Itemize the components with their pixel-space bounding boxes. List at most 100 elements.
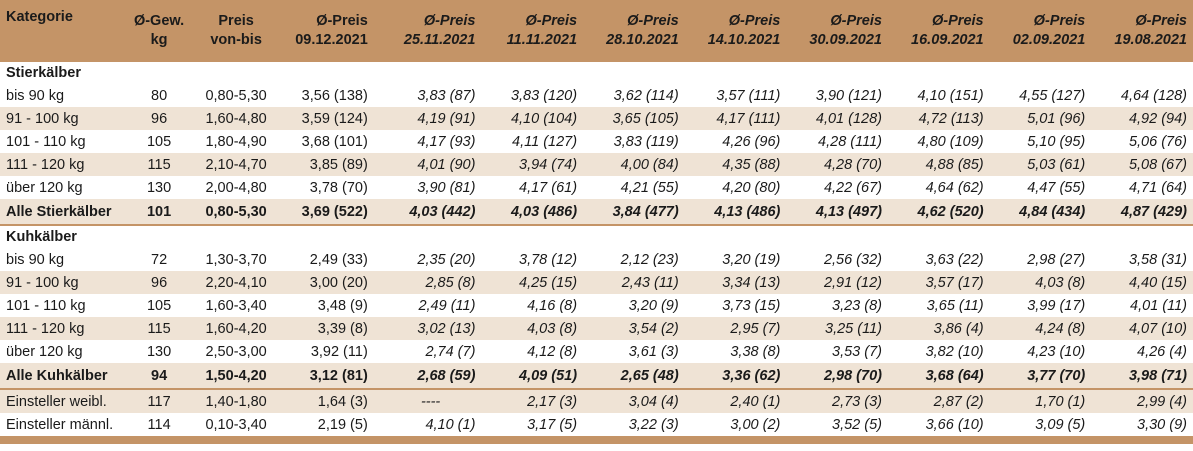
table-cell: 4,71 (64) — [1128, 179, 1187, 196]
header-date: Ø-Preis 09.12.2021 — [278, 0, 380, 62]
table-cell: 4,28 (111) — [818, 133, 882, 150]
header-date: Ø-Preis 02.09.2021 — [989, 0, 1092, 62]
table-cell: 3,83 (87) — [417, 87, 476, 104]
table-cell: 130 — [146, 343, 172, 360]
table-cell: 4,13 (486) — [684, 199, 787, 225]
table-cell: 3,17 (5) — [527, 416, 578, 433]
table-cell: 101 — [128, 199, 191, 225]
table-cell: 4,72 (113) — [887, 107, 990, 130]
header-date: Ø-Preis 28.10.2021 — [583, 0, 685, 62]
table-cell: 3,90 (81) — [417, 179, 476, 196]
table-cell: 4,03 (8) — [481, 317, 584, 340]
table-cell: 1,64 (3) — [278, 389, 380, 413]
table-cell: 3,39 (8) — [278, 317, 380, 340]
table-cell: 3,56 (138) — [301, 87, 368, 104]
table-cell: 4,40 (15) — [1091, 271, 1193, 294]
table-cell: 3,57 (17) — [887, 271, 990, 294]
table-cell: 4,19 (91) — [379, 107, 482, 130]
header-kategorie: Kategorie — [0, 0, 129, 62]
table-cell: 3,25 (11) — [786, 317, 888, 340]
table-cell: 4,07 (10) — [1091, 317, 1193, 340]
table-row: 91 - 100 kg 96 1,60-4,80 3,59 (124) 4,19 (91… — [0, 107, 1193, 130]
table-row: bis 90 kg 72 1,30-3,70 2,49 (33) 2,35 (20) 3,… — [0, 248, 1193, 271]
table-cell: 3,68 (64) — [887, 363, 990, 390]
table-cell: 115 — [128, 153, 191, 176]
table-cell: 3,53 (7) — [832, 343, 882, 360]
table-cell: 130 — [146, 179, 172, 196]
table-cell: 4,11 (127) — [512, 133, 578, 150]
table-cell: 115 — [128, 317, 191, 340]
table-cell: 4,84 (434) — [989, 199, 1092, 225]
table-cell: 2,12 (23) — [620, 251, 679, 268]
table-cell: 0,80-5,30 — [190, 199, 279, 225]
row-label: über 120 kg — [6, 179, 83, 196]
row-label: 91 - 100 kg — [0, 271, 129, 294]
table-cell: 2,00-4,80 — [205, 179, 267, 196]
table-cell: 3,98 (71) — [1091, 363, 1193, 390]
row-label: 101 - 110 kg — [6, 297, 86, 314]
table-cell: 4,10 (104) — [481, 107, 584, 130]
table-cell: 3,57 (111) — [716, 87, 781, 104]
table-cell: 4,01 (11) — [1130, 297, 1187, 314]
table-cell: 3,90 (121) — [815, 87, 882, 104]
table-cell: 3,58 (31) — [1128, 251, 1187, 268]
table-cell: 4,01 (90) — [379, 153, 482, 176]
row-label: über 120 kg — [6, 343, 83, 360]
header-date: Ø-Preis 14.10.2021 — [684, 0, 787, 62]
table-cell: 3,00 (2) — [730, 416, 781, 433]
row-label: Alle Stierkälber — [0, 199, 129, 225]
table-cell: 3,12 (81) — [278, 363, 380, 390]
table-cell: 3,83 (119) — [613, 133, 679, 150]
table-cell: 1,80-4,90 — [205, 133, 267, 150]
table-cell: 3,82 (10) — [925, 343, 984, 360]
section-header: Kuhkälber — [0, 224, 1193, 248]
table-cell: 105 — [146, 297, 172, 314]
table-cell: 4,24 (8) — [989, 317, 1092, 340]
table-cell: 5,01 (96) — [989, 107, 1092, 130]
table-cell: 3,59 (124) — [278, 107, 380, 130]
table-cell: 1,60-4,80 — [190, 107, 279, 130]
table-cell: 1,70 (1) — [989, 389, 1092, 413]
table-cell: 3,86 (4) — [887, 317, 990, 340]
table-cell: 3,20 (9) — [628, 297, 679, 314]
table-cell: 3,62 (114) — [613, 87, 679, 104]
table-cell: 3,04 (4) — [583, 389, 685, 413]
table-body: Stierkälber bis 90 kg 80 0,80-5,30 3,56 (138… — [0, 62, 1193, 444]
table-cell: 3,23 (8) — [832, 297, 882, 314]
table-cell: 3,38 (8) — [730, 343, 781, 360]
table-row: über 120 kg 130 2,50-3,00 3,92 (11) 2,74 (7)… — [0, 340, 1193, 363]
table-row: 111 - 120 kg 115 2,10-4,70 3,85 (89) 4,01 (9… — [0, 153, 1193, 176]
table-cell: 5,10 (95) — [1027, 133, 1086, 150]
table-cell: 94 — [128, 363, 191, 390]
table-cell: 4,12 (8) — [527, 343, 578, 360]
section-title: Stierkälber — [6, 65, 81, 81]
table-cell: 4,26 (4) — [1137, 343, 1187, 360]
table-cell: 4,10 (1) — [425, 416, 476, 433]
table-cell: 4,00 (84) — [583, 153, 685, 176]
table-cell: 3,68 (101) — [301, 133, 368, 150]
table-cell: 4,21 (55) — [620, 179, 679, 196]
table-cell: 2,91 (12) — [786, 271, 888, 294]
table-cell: 2,74 (7) — [425, 343, 476, 360]
header-gewicht: Ø-Gew. kg — [128, 0, 191, 62]
table-cell: 2,50-3,00 — [205, 343, 267, 360]
table-cell: 4,03 (486) — [481, 199, 584, 225]
table-cell: 3,83 (120) — [510, 87, 578, 104]
table-cell: 0,80-5,30 — [205, 87, 267, 104]
table-cell: 3,52 (5) — [832, 416, 882, 433]
table-cell: 2,49 (11) — [418, 297, 476, 314]
row-label: bis 90 kg — [6, 251, 65, 268]
table-cell: 3,54 (2) — [583, 317, 685, 340]
table-cell: 72 — [151, 251, 168, 268]
header-date: Ø-Preis 19.08.2021 — [1091, 0, 1193, 62]
table-cell: 3,77 (70) — [989, 363, 1092, 390]
table-row: 101 - 110 kg 105 1,60-3,40 3,48 (9) 2,49 (11… — [0, 294, 1193, 317]
table-cell: 4,20 (80) — [722, 179, 781, 196]
table-cell: 1,40-1,80 — [190, 389, 279, 413]
table-cell: 3,36 (62) — [684, 363, 787, 390]
row-label: 101 - 110 kg — [6, 133, 86, 150]
table-row: 111 - 120 kg 115 1,60-4,20 3,39 (8) 3,02 (13… — [0, 317, 1193, 340]
row-label: Einsteller weibl. — [0, 389, 129, 413]
table-cell: 4,13 (497) — [786, 199, 888, 225]
table-cell: 3,61 (3) — [628, 343, 679, 360]
